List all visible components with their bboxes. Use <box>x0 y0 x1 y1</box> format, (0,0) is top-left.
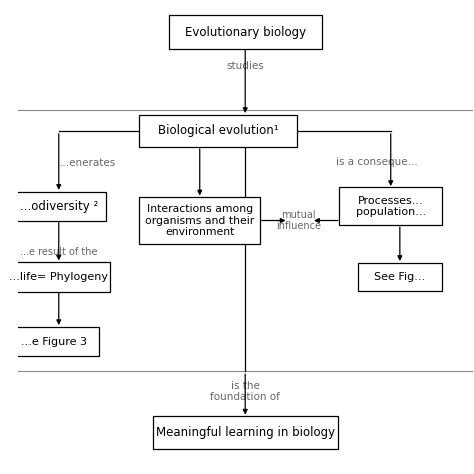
FancyBboxPatch shape <box>8 262 110 292</box>
Text: is a conseque...: is a conseque... <box>336 156 418 166</box>
FancyBboxPatch shape <box>12 191 106 221</box>
Text: Evolutionary biology: Evolutionary biology <box>185 26 306 38</box>
Text: ...odiversity ²: ...odiversity ² <box>19 200 98 213</box>
Text: Meaningful learning in biology: Meaningful learning in biology <box>155 426 335 439</box>
Text: ...e result of the: ...e result of the <box>20 247 98 257</box>
FancyBboxPatch shape <box>139 115 297 147</box>
FancyBboxPatch shape <box>9 327 99 356</box>
Text: ...enerates: ...enerates <box>60 158 117 168</box>
Text: ...life= Phylogeny: ...life= Phylogeny <box>9 272 108 282</box>
Text: is the
foundation of: is the foundation of <box>210 381 280 402</box>
FancyBboxPatch shape <box>357 263 442 292</box>
FancyBboxPatch shape <box>139 197 260 244</box>
Text: studies: studies <box>227 61 264 71</box>
Text: See Fig...: See Fig... <box>374 272 425 282</box>
Text: Processes...
population...: Processes... population... <box>356 196 426 217</box>
FancyBboxPatch shape <box>169 15 322 49</box>
FancyBboxPatch shape <box>153 416 337 449</box>
Text: ...e Figure 3: ...e Figure 3 <box>21 337 87 346</box>
Text: mutual
influence: mutual influence <box>276 210 321 231</box>
Text: Interactions among
organisms and their
environment: Interactions among organisms and their e… <box>145 204 255 237</box>
FancyBboxPatch shape <box>339 187 442 226</box>
Text: Biological evolution¹: Biological evolution¹ <box>158 125 278 137</box>
